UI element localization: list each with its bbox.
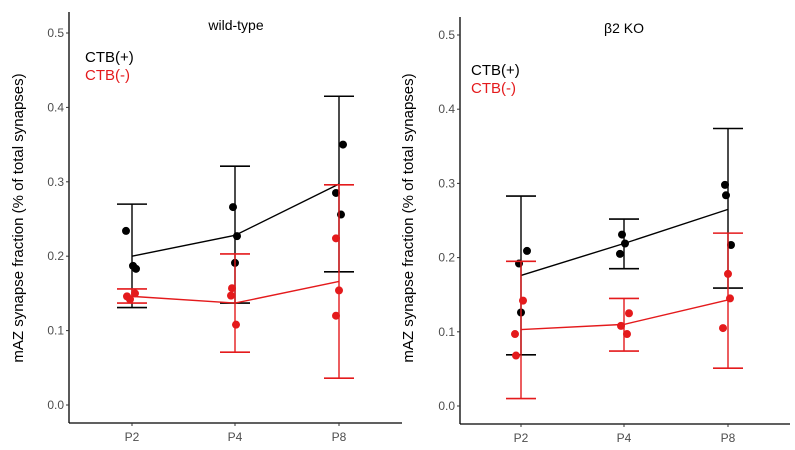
y-tick-label: 0.0 [47, 398, 64, 412]
y-tick-label: 0.2 [47, 249, 64, 263]
panel-b2-ko: mAZ synapse fraction (% of total synapse… [400, 17, 790, 445]
y-tick-label: 0.1 [438, 325, 455, 339]
y-tick-label: 0.1 [47, 324, 64, 338]
data-point [722, 191, 730, 200]
y-axis-title: mAZ synapse fraction (% of total synapse… [400, 73, 417, 362]
data-point [512, 351, 520, 360]
data-point [519, 296, 527, 305]
data-point [339, 140, 347, 149]
plot-marks [506, 127, 743, 400]
data-point [726, 294, 734, 303]
series-ctb-minus [117, 183, 354, 380]
data-point [132, 264, 140, 273]
x-tick-label: P2 [514, 431, 529, 445]
y-tick-label: 0.5 [438, 28, 455, 42]
legend-ctb-plus: CTB(+) [471, 62, 520, 79]
data-point [621, 239, 629, 248]
data-point [332, 188, 340, 197]
data-point [625, 309, 633, 318]
y-tick-label: 0.5 [47, 26, 64, 40]
y-axis-title: mAZ synapse fraction (% of total synapse… [10, 73, 27, 362]
data-point [233, 232, 241, 241]
series-ctb-minus [506, 232, 743, 400]
y-tick-label: 0.2 [438, 251, 455, 265]
legend-ctb-minus: CTB(-) [471, 80, 516, 97]
data-point [616, 249, 624, 258]
y-tick-label: 0.3 [438, 176, 455, 190]
y-tick-label: 0.4 [438, 102, 455, 116]
x-tick-label: P2 [125, 430, 140, 444]
data-point [523, 246, 531, 255]
data-point [617, 321, 625, 330]
data-point [228, 284, 236, 293]
data-point [229, 203, 237, 212]
y-tick-label: 0.3 [47, 175, 64, 189]
data-point [332, 311, 340, 320]
panel-title: wild-type [207, 17, 263, 33]
plot-marks [117, 95, 354, 380]
x-tick-label: P8 [721, 431, 736, 445]
data-point [122, 226, 130, 235]
legend-ctb-minus: CTB(-) [85, 67, 130, 84]
y-tick-label: 0.0 [438, 399, 455, 413]
axes: 0.0 0.1 0.2 0.3 0.4 0.5 P2 P4 P8 [438, 17, 790, 445]
panel-wild-type: mAZ synapse fraction (% of total synapse… [10, 12, 402, 444]
data-point [332, 234, 340, 243]
x-tick-label: P8 [332, 430, 347, 444]
data-point [721, 180, 729, 189]
data-point [719, 324, 727, 333]
legend-ctb-plus: CTB(+) [85, 49, 134, 66]
data-point [511, 330, 519, 339]
data-point [337, 210, 345, 219]
x-tick-label: P4 [617, 431, 632, 445]
data-point [618, 230, 626, 239]
data-point [724, 269, 732, 278]
x-tick-label: P4 [228, 430, 243, 444]
data-point [232, 320, 240, 329]
data-point [335, 286, 343, 295]
data-point [727, 240, 735, 249]
data-point [227, 291, 235, 300]
axes: 0.0 0.1 0.2 0.3 0.4 0.5 P2 P4 P8 [47, 12, 402, 444]
panel-title: β2 KO [604, 20, 644, 36]
y-tick-label: 0.4 [47, 100, 64, 114]
data-point [126, 295, 134, 304]
mean-line [131, 280, 340, 304]
data-point [623, 330, 631, 339]
data-point [131, 289, 139, 298]
